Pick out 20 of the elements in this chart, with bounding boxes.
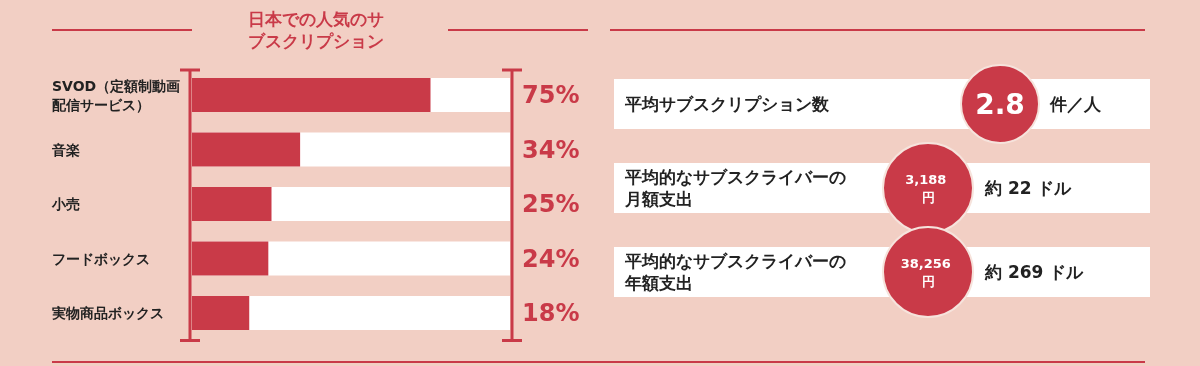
y-tick-label: フードボックス xyxy=(52,250,150,267)
text: 平均的なサブスクライバーの年額支出 xyxy=(624,251,846,293)
text: 平均サブスクリプション数 xyxy=(624,94,830,114)
text: 件／人 xyxy=(1049,94,1102,114)
data-label: 34% xyxy=(522,135,580,164)
data-label: 25% xyxy=(522,190,580,218)
text: 2.8 xyxy=(975,87,1025,121)
text: 約 22 ドル xyxy=(984,178,1073,198)
y-tick-label: 小売 xyxy=(51,196,80,212)
data-label: 24% xyxy=(522,244,580,273)
y-tick-label: 音楽 xyxy=(51,141,80,158)
y-tick-label: SVOD（定額制動画配信サービス） xyxy=(52,77,181,113)
data-label: 18% xyxy=(522,299,580,327)
text: 3,188 円 xyxy=(905,171,951,205)
chart-title: 日本での人気のサブスクリプション xyxy=(248,9,384,51)
text: 平均的なサブスクライバーの月額支出 xyxy=(624,167,846,209)
y-tick-label: 実物商品ボックス xyxy=(52,305,164,321)
text: 約 269 ドル xyxy=(984,262,1085,282)
text: 38,256 円 xyxy=(900,255,956,289)
data-label: 75% xyxy=(522,81,580,109)
